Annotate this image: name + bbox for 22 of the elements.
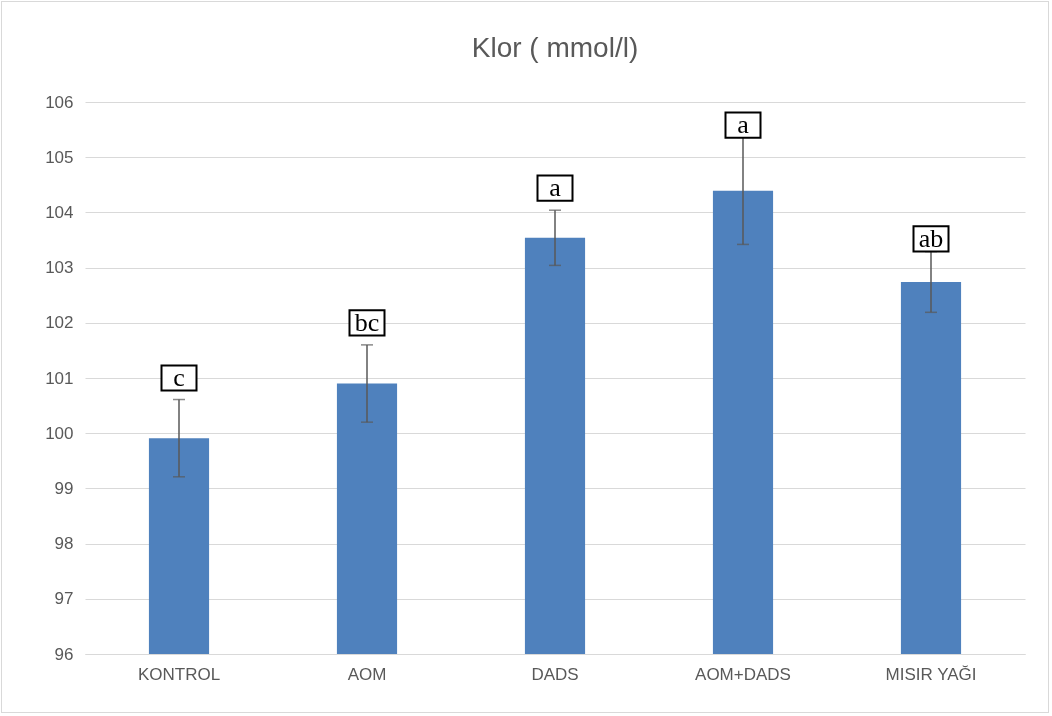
y-tick-label: 99 (54, 478, 74, 498)
x-tick-label: DADS (531, 664, 579, 684)
x-tick-label: KONTROL (137, 664, 221, 684)
y-tick-label: 101 (45, 368, 74, 388)
annotation: a (549, 173, 562, 203)
y-tick-label: 98 (54, 534, 74, 554)
y-tick-label: 103 (45, 258, 74, 278)
annotation: bc (354, 307, 380, 337)
y-tick-label: 102 (45, 313, 74, 333)
annotation: a (737, 110, 750, 140)
annotation: ab (918, 223, 944, 253)
y-tick-label: 104 (45, 202, 74, 222)
x-tick-label: AOM (347, 664, 387, 684)
y-tick-label: 97 (54, 589, 74, 609)
x-tick-label: MISIR YAĞI (885, 664, 977, 684)
y-tick-label: 106 (45, 92, 74, 112)
y-tick-label: 100 (45, 423, 74, 443)
y-tick-label: 96 (54, 644, 74, 664)
y-tick-label: 105 (45, 147, 74, 167)
x-tick-label: AOM+DADS (695, 664, 791, 684)
chart-title: Klor ( mmol/l) (471, 32, 639, 63)
annotation: c (173, 363, 185, 392)
